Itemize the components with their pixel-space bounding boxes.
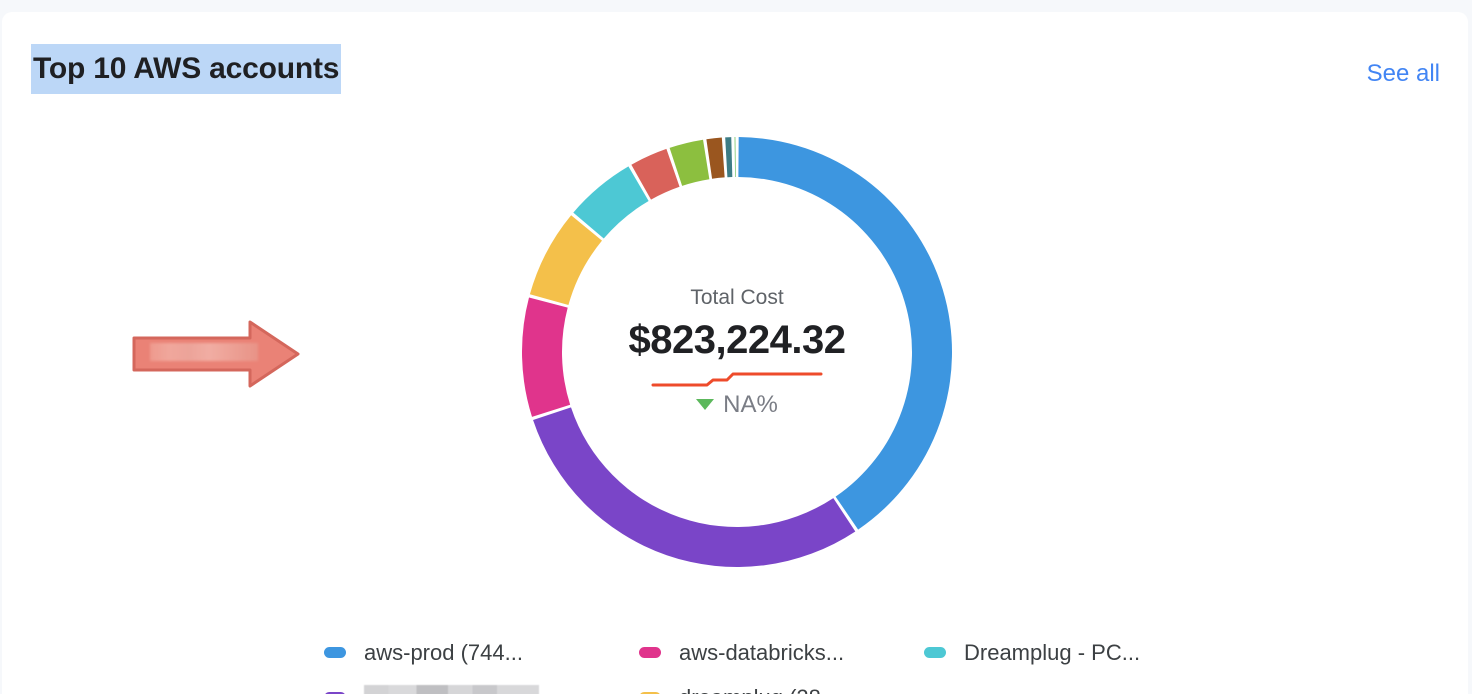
legend-item-0[interactable]: aws-prod (744... [324,630,639,675]
arrow-redaction-bar [150,343,258,361]
page-title: Top 10 AWS accounts [31,44,342,94]
card-header: Top 10 AWS accounts See all [2,12,1468,116]
legend-item-label: aws-prod (744... [364,639,523,665]
donut-slice[interactable] [706,137,725,179]
legend-item-4[interactable]: dreamplug (28... [639,675,924,694]
legend-item-label-redacted [364,684,539,694]
donut-slice[interactable] [734,137,736,178]
see-all-link[interactable]: See all [1366,60,1440,87]
donut-slice[interactable] [631,148,680,200]
legend-color-swatch-icon [924,647,946,658]
donut-slice[interactable] [533,407,856,567]
donut-chart[interactable]: Total Cost $823,224.32 NA% [522,137,952,567]
legend-color-swatch-icon [639,692,661,694]
donut-slice[interactable] [529,215,602,306]
legend-item-1[interactable]: aws-databricks... [639,630,924,675]
donut-slice[interactable] [522,297,571,417]
donut-slice[interactable] [738,137,952,530]
legend-item-label: Dreamplug - PC... [964,639,1141,665]
donut-slice[interactable] [573,166,649,239]
legend-item-label: aws-databricks... [679,639,845,665]
top-accounts-card: Top 10 AWS accounts See all Total Cost $… [2,12,1468,694]
legend-color-swatch-icon [324,692,346,694]
legend-item-2[interactable]: Dreamplug - PC... [924,630,1184,675]
donut-chart-svg[interactable] [522,137,952,567]
legend-item-3[interactable] [324,675,639,694]
chart-legend: aws-prod (744... aws-databricks... Dream… [324,630,1184,694]
donut-slice[interactable] [725,137,733,178]
donut-slice[interactable] [669,139,710,186]
legend-item-label: dreamplug (28... [679,685,839,694]
legend-color-swatch-icon [324,647,346,658]
right-arrow-annotation [130,318,302,390]
legend-color-swatch-icon [639,647,661,658]
